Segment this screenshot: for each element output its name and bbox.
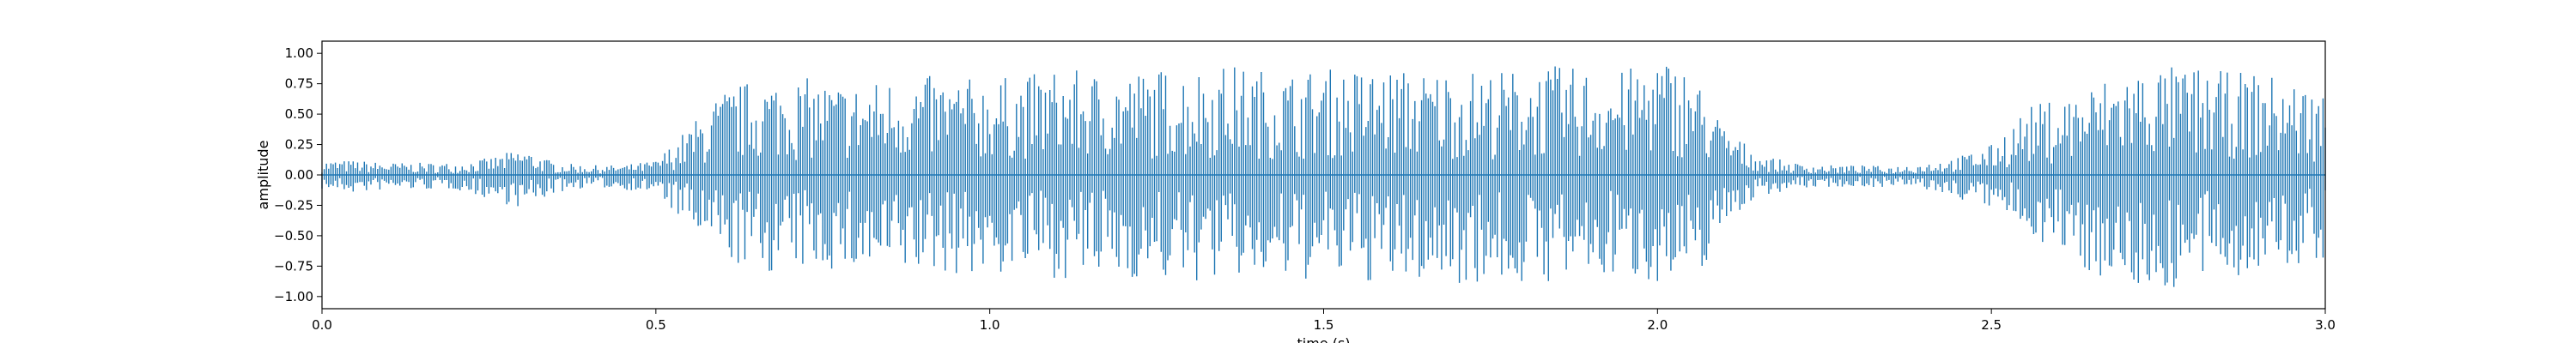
y-tick-label: −1.00 [274, 289, 313, 304]
x-tick-label: 0.0 [312, 317, 332, 333]
series-waveform [321, 66, 2326, 287]
x-tick-label: 2.5 [1981, 317, 2002, 333]
y-tick-label: −0.25 [274, 197, 313, 213]
y-tick-label: 0.00 [285, 167, 313, 183]
y-axis-label: amplitude [255, 141, 271, 210]
x-axis-label: time (s) [1297, 335, 1350, 343]
x-tick-label: 1.5 [1314, 317, 1334, 333]
y-tick-label: 1.00 [285, 45, 313, 61]
axes: 0.0 0.5 1.0 1.5 2.0 2.5 3.0 −1.00 −0.75 −0.50 −0.2… [274, 40, 2336, 333]
x-tick-label: 0.5 [646, 317, 666, 333]
plot-area [321, 66, 2326, 287]
x-tick-label: 2.0 [1647, 317, 1668, 333]
x-tick-label: 1.0 [980, 317, 1000, 333]
waveform-strokes [321, 66, 2326, 287]
x-tick-label: 3.0 [2315, 317, 2336, 333]
y-tick-label: −0.75 [274, 258, 313, 274]
y-tick-label: 0.75 [285, 76, 313, 92]
y-tick-label: 0.50 [285, 106, 313, 122]
y-tick-label: 0.25 [285, 137, 313, 153]
y-tick-label: −0.50 [274, 228, 313, 244]
